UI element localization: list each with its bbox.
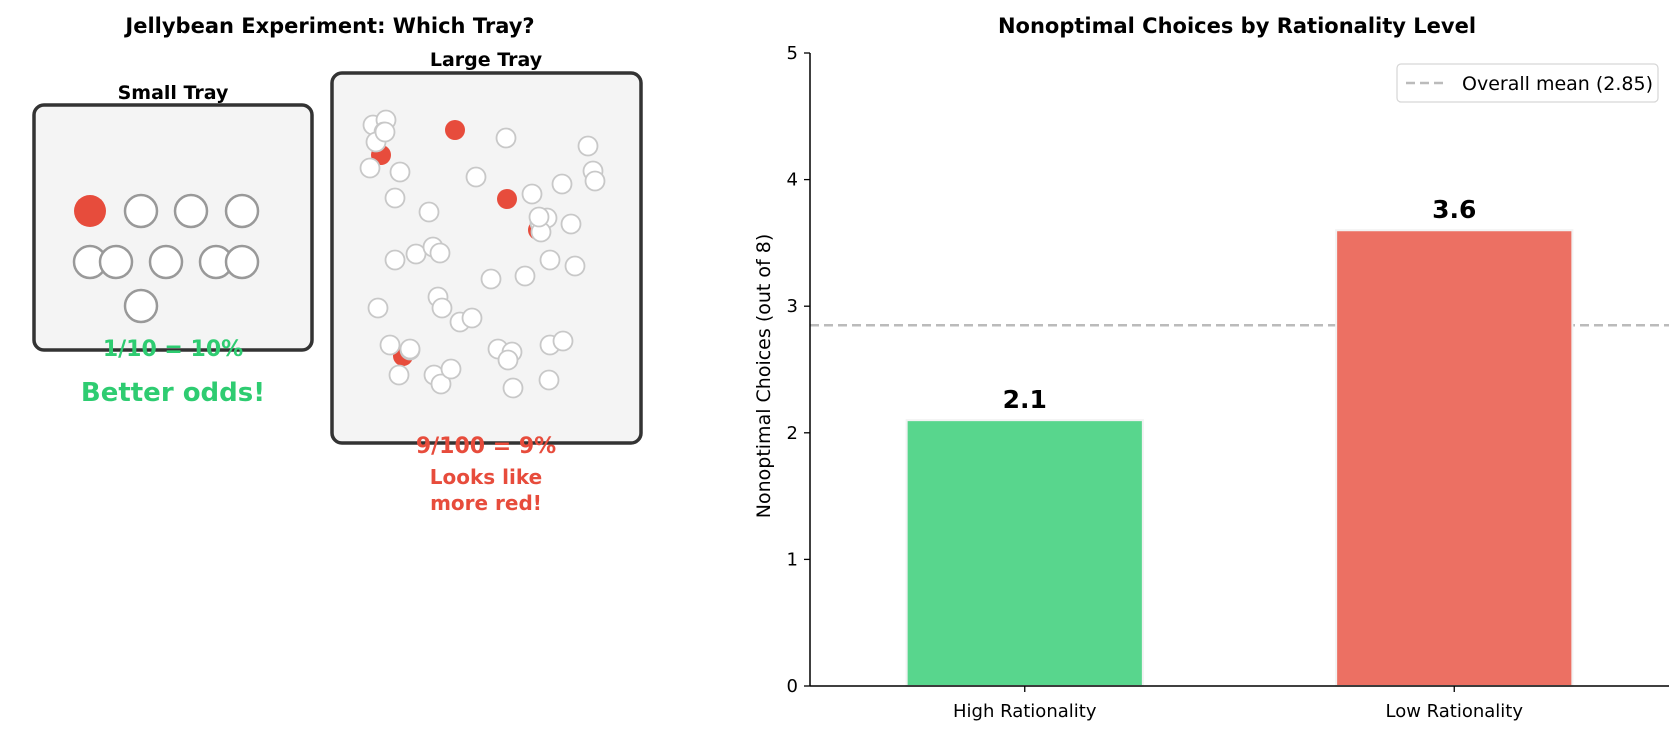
white-jellybean [528, 206, 550, 228]
y-tick-label: 5 [787, 43, 798, 64]
bar-value-label: 2.1 [1003, 385, 1047, 414]
white-jellybean [123, 288, 159, 324]
white-jellybean [224, 193, 260, 229]
legend: Overall mean (2.85) [1396, 63, 1659, 103]
white-jellybean [440, 358, 462, 380]
white-jellybean [538, 369, 560, 391]
white-jellybean [577, 135, 599, 157]
white-jellybean [564, 255, 586, 277]
x-axis-ticks: High Rationality Low Rationality [953, 686, 1523, 722]
red-jellybean [445, 120, 465, 140]
x-tick-label: High Rationality [953, 701, 1097, 722]
legend-mean-label: Overall mean (2.85) [1462, 73, 1653, 95]
white-jellybean [480, 268, 502, 290]
red-jellybean [497, 189, 517, 209]
white-jellybean [502, 377, 524, 399]
small-tray-box [32, 103, 314, 352]
white-jellybean [388, 364, 410, 386]
white-jellybean [495, 127, 517, 149]
large-tray-label: Large Tray [430, 49, 543, 71]
white-jellybean [224, 244, 260, 280]
white-jellybean [560, 213, 582, 235]
white-jellybean [359, 157, 381, 179]
small-tray: Small Tray 1/10 = 10% Better odds! [32, 82, 314, 408]
white-jellybean [521, 183, 543, 205]
white-jellybean [430, 373, 452, 395]
white-jellybean [384, 187, 406, 209]
chart-title: Nonoptimal Choices by Rationality Level [998, 14, 1476, 38]
white-jellybean [399, 338, 421, 360]
y-tick-label: 1 [787, 549, 798, 570]
small-tray-label: Small Tray [118, 82, 229, 104]
white-jellybean [461, 307, 483, 329]
white-jellybean [429, 242, 451, 264]
white-jellybean [465, 166, 487, 188]
white-jellybean [98, 244, 134, 280]
y-tick-label: 0 [787, 676, 798, 697]
small-tray-ratio: 1/10 = 10% [103, 337, 243, 362]
y-tick-label: 4 [787, 170, 798, 191]
large-tray-ratio: 9/100 = 9% [416, 434, 556, 459]
white-jellybean [384, 249, 406, 271]
white-jellybean [514, 265, 536, 287]
white-jellybean [584, 170, 606, 192]
large-tray: Large Tray 9/100 = 9% Looks like more re… [330, 49, 643, 515]
y-tick-label: 2 [787, 423, 798, 444]
bar-chart: Nonoptimal Choices by Rationality Level … [753, 14, 1669, 722]
y-axis-label: Nonoptimal Choices (out of 8) [753, 234, 775, 518]
left-panel: Jellybean Experiment: Which Tray? Small … [32, 14, 643, 515]
white-jellybean [552, 330, 574, 352]
bars: 2.1 3.6 [905, 195, 1574, 688]
y-tick-label: 3 [787, 296, 798, 317]
left-panel-title: Jellybean Experiment: Which Tray? [123, 14, 534, 38]
white-jellybean [367, 297, 389, 319]
white-jellybean [497, 349, 519, 371]
white-jellybean [379, 334, 401, 356]
bar-high-rationality [905, 419, 1144, 687]
white-jellybean [173, 193, 209, 229]
white-jellybean [551, 173, 573, 195]
large-tray-note-line2: more red! [430, 491, 542, 515]
white-jellybean [539, 249, 561, 271]
small-tray-beans [72, 193, 260, 324]
large-tray-note-line1: Looks like [430, 465, 542, 489]
bar-value-label: 3.6 [1432, 195, 1476, 224]
white-jellybean [431, 297, 453, 319]
white-jellybean [123, 193, 159, 229]
large-tray-beans [359, 109, 606, 399]
legend-box [1396, 63, 1659, 103]
bar-low-rationality [1335, 229, 1574, 688]
white-jellybean [389, 161, 411, 183]
red-jellybean [74, 195, 106, 227]
white-jellybean [418, 201, 440, 223]
y-axis-ticks: 0 1 2 3 4 5 [787, 43, 810, 697]
white-jellybean [374, 121, 396, 143]
small-tray-note: Better odds! [81, 378, 265, 408]
white-jellybean [148, 244, 184, 280]
x-tick-label: Low Rationality [1385, 701, 1523, 722]
